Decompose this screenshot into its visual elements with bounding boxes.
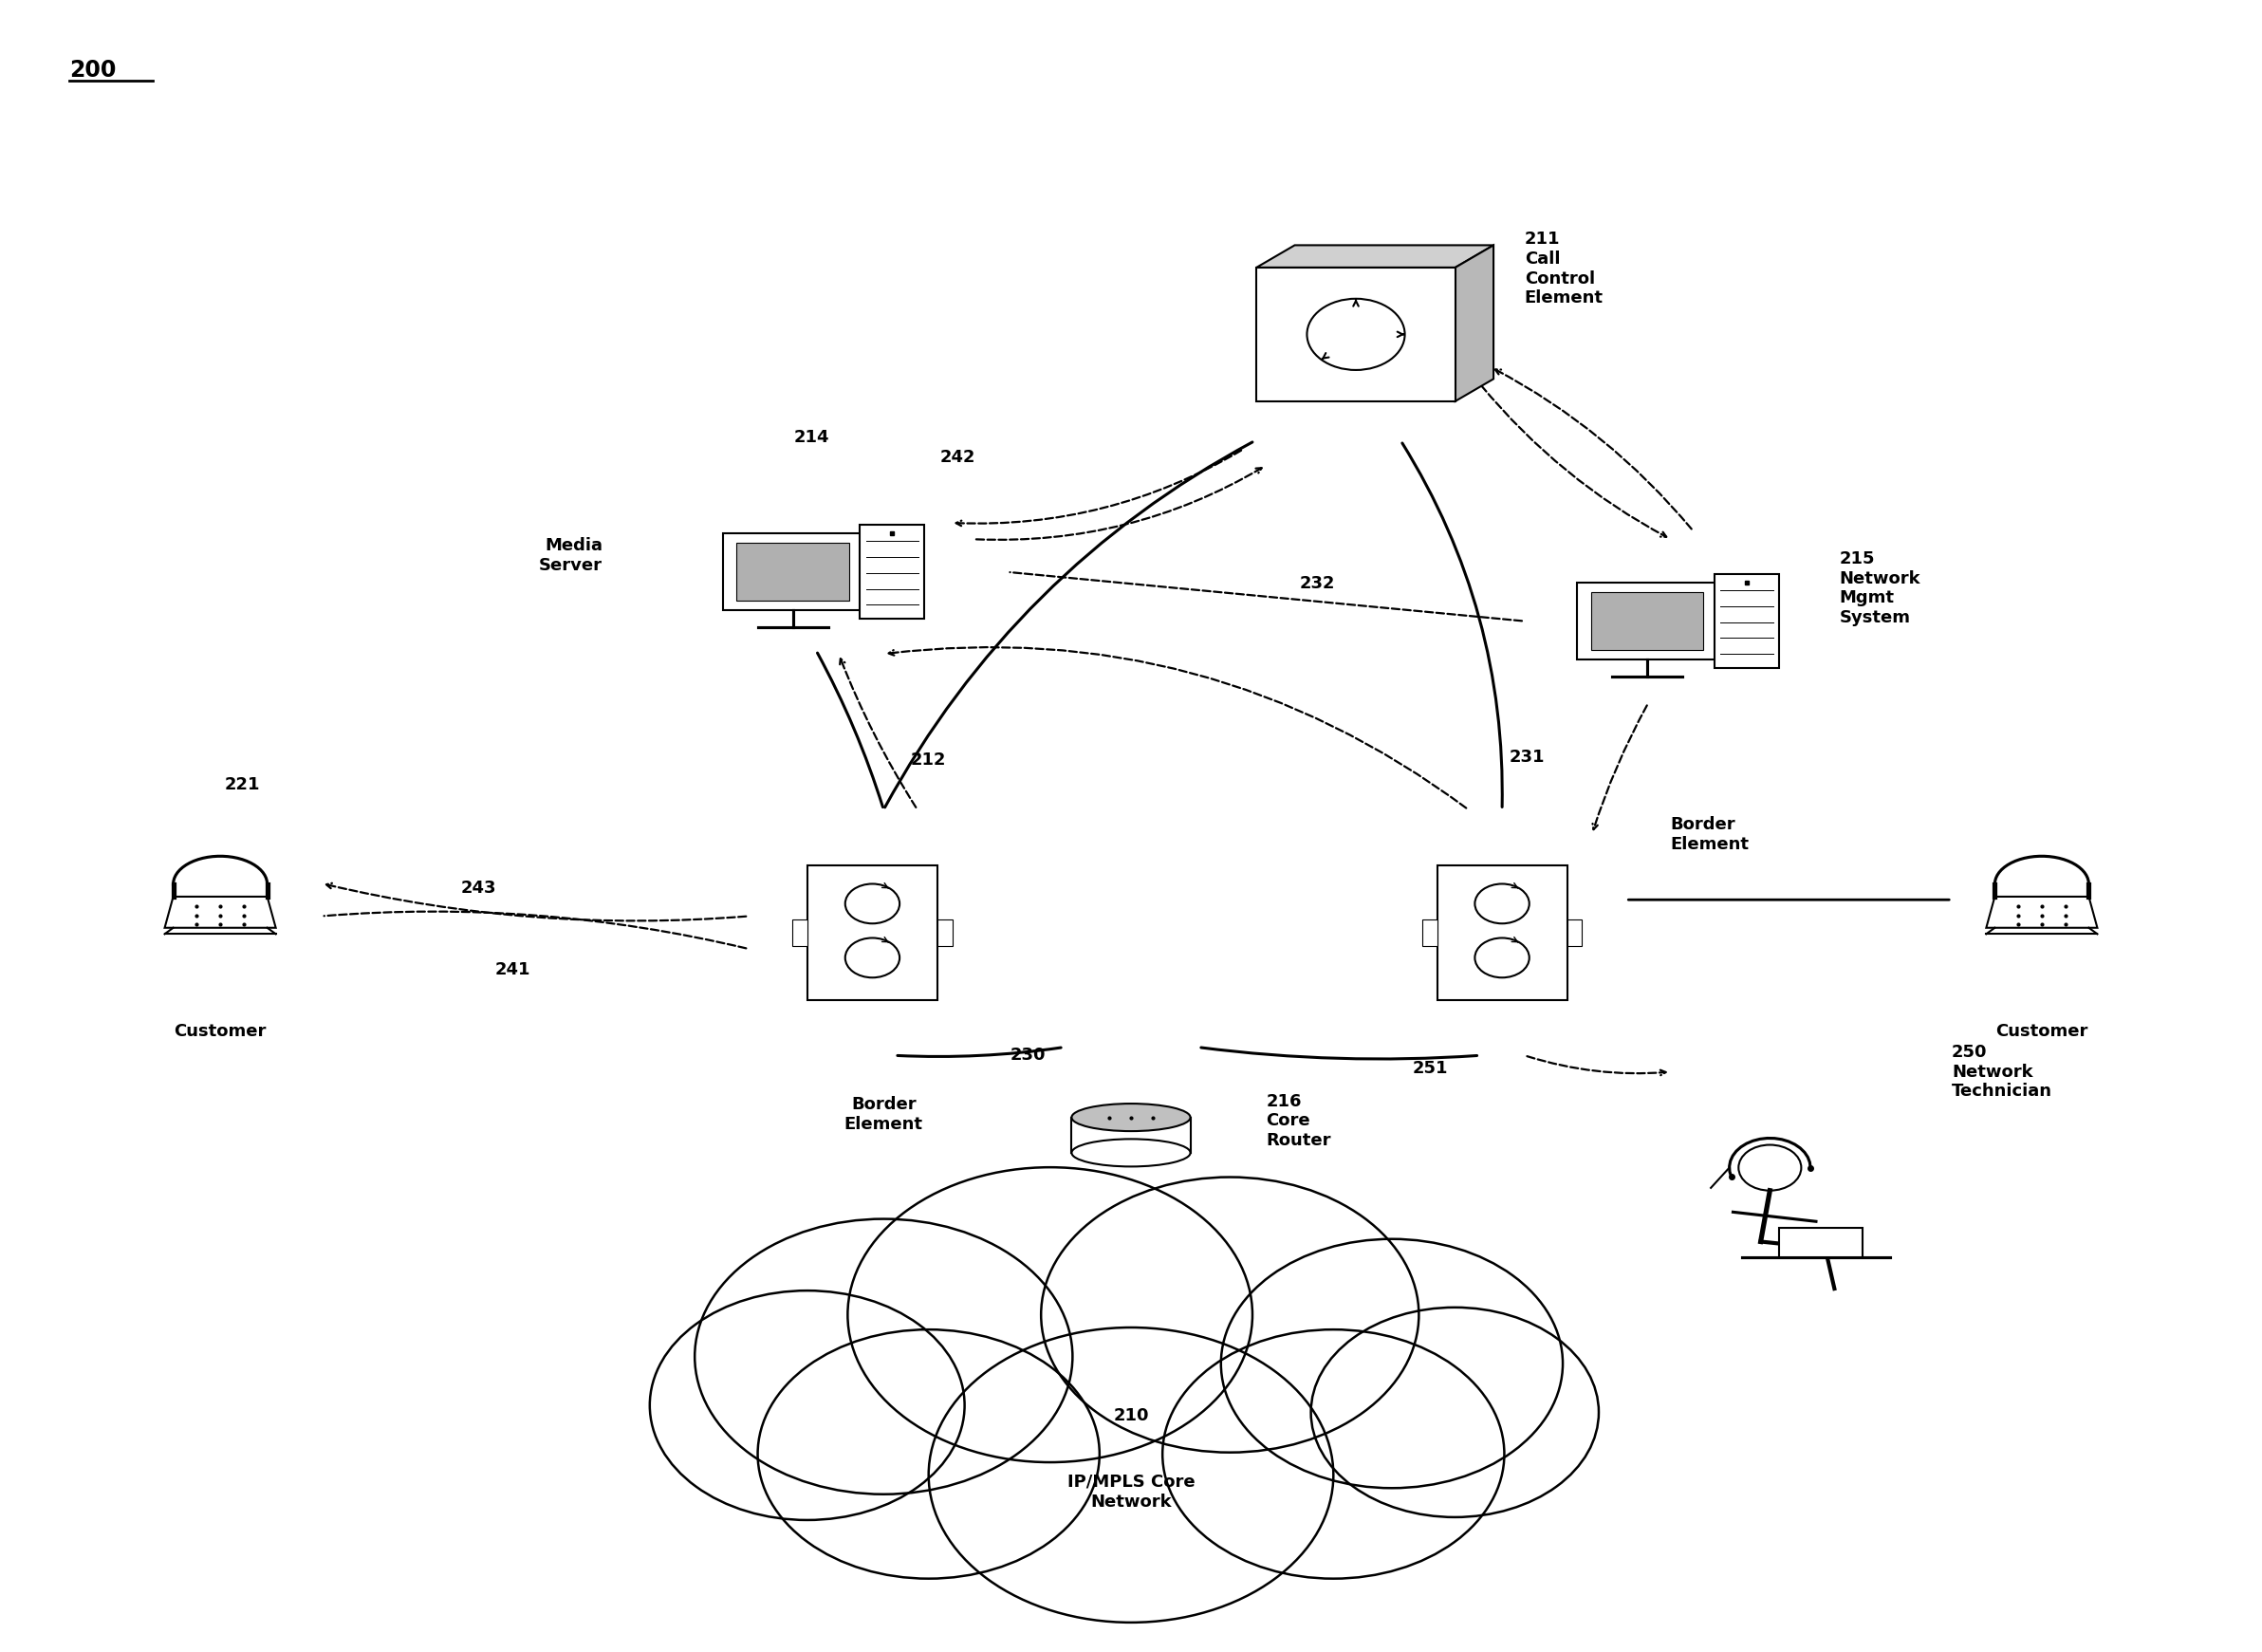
Ellipse shape: [1072, 1138, 1190, 1166]
Bar: [808, 866, 936, 999]
Text: Customer: Customer: [1995, 1023, 2088, 1039]
Polygon shape: [1577, 583, 1717, 659]
Bar: [1436, 866, 1568, 999]
Text: 214: 214: [794, 430, 830, 446]
Text: 251: 251: [1411, 1061, 1448, 1077]
Bar: [792, 919, 808, 947]
Text: 221: 221: [224, 776, 260, 793]
Text: 212: 212: [912, 752, 946, 768]
Circle shape: [758, 1330, 1099, 1579]
Text: Media
Server: Media Server: [538, 537, 602, 573]
Polygon shape: [860, 525, 925, 620]
Polygon shape: [722, 534, 862, 610]
Polygon shape: [737, 544, 848, 601]
Bar: [1255, 268, 1454, 401]
Text: 200: 200: [70, 59, 115, 83]
Text: 230: 230: [1009, 1047, 1045, 1064]
Polygon shape: [165, 897, 276, 928]
Text: 211
Call
Control
Element: 211 Call Control Element: [1525, 231, 1604, 307]
Polygon shape: [1255, 244, 1493, 268]
Bar: [1780, 1227, 1862, 1257]
Polygon shape: [1986, 897, 2097, 928]
Text: Border
Element: Border Element: [1672, 816, 1749, 852]
Text: 241: 241: [495, 961, 529, 978]
Polygon shape: [1454, 244, 1493, 401]
Text: 215
Network
Mgmt
System: 215 Network Mgmt System: [1839, 550, 1920, 626]
Text: 243: 243: [461, 881, 498, 897]
Circle shape: [694, 1219, 1072, 1493]
Text: 250
Network
Technician: 250 Network Technician: [1952, 1044, 2052, 1100]
Text: Customer: Customer: [174, 1023, 267, 1039]
Bar: [1568, 919, 1581, 947]
Text: Border
Element: Border Element: [844, 1097, 923, 1133]
Polygon shape: [1590, 593, 1703, 649]
Text: 210: 210: [1113, 1408, 1149, 1424]
Circle shape: [848, 1168, 1253, 1462]
Text: IP/MPLS Core
Network: IP/MPLS Core Network: [1068, 1474, 1194, 1510]
Text: 232: 232: [1301, 575, 1335, 591]
Circle shape: [1041, 1178, 1418, 1452]
Circle shape: [649, 1290, 964, 1520]
Text: 242: 242: [939, 449, 975, 466]
Circle shape: [1163, 1330, 1504, 1579]
Circle shape: [1312, 1307, 1599, 1517]
Circle shape: [930, 1328, 1332, 1622]
Text: 216
Core
Router: 216 Core Router: [1267, 1092, 1330, 1150]
Text: 231: 231: [1509, 748, 1545, 767]
Circle shape: [1739, 1145, 1801, 1191]
Ellipse shape: [1072, 1104, 1190, 1132]
Polygon shape: [1715, 575, 1778, 667]
Circle shape: [1221, 1239, 1563, 1488]
Bar: [936, 919, 952, 947]
Bar: [1423, 919, 1436, 947]
